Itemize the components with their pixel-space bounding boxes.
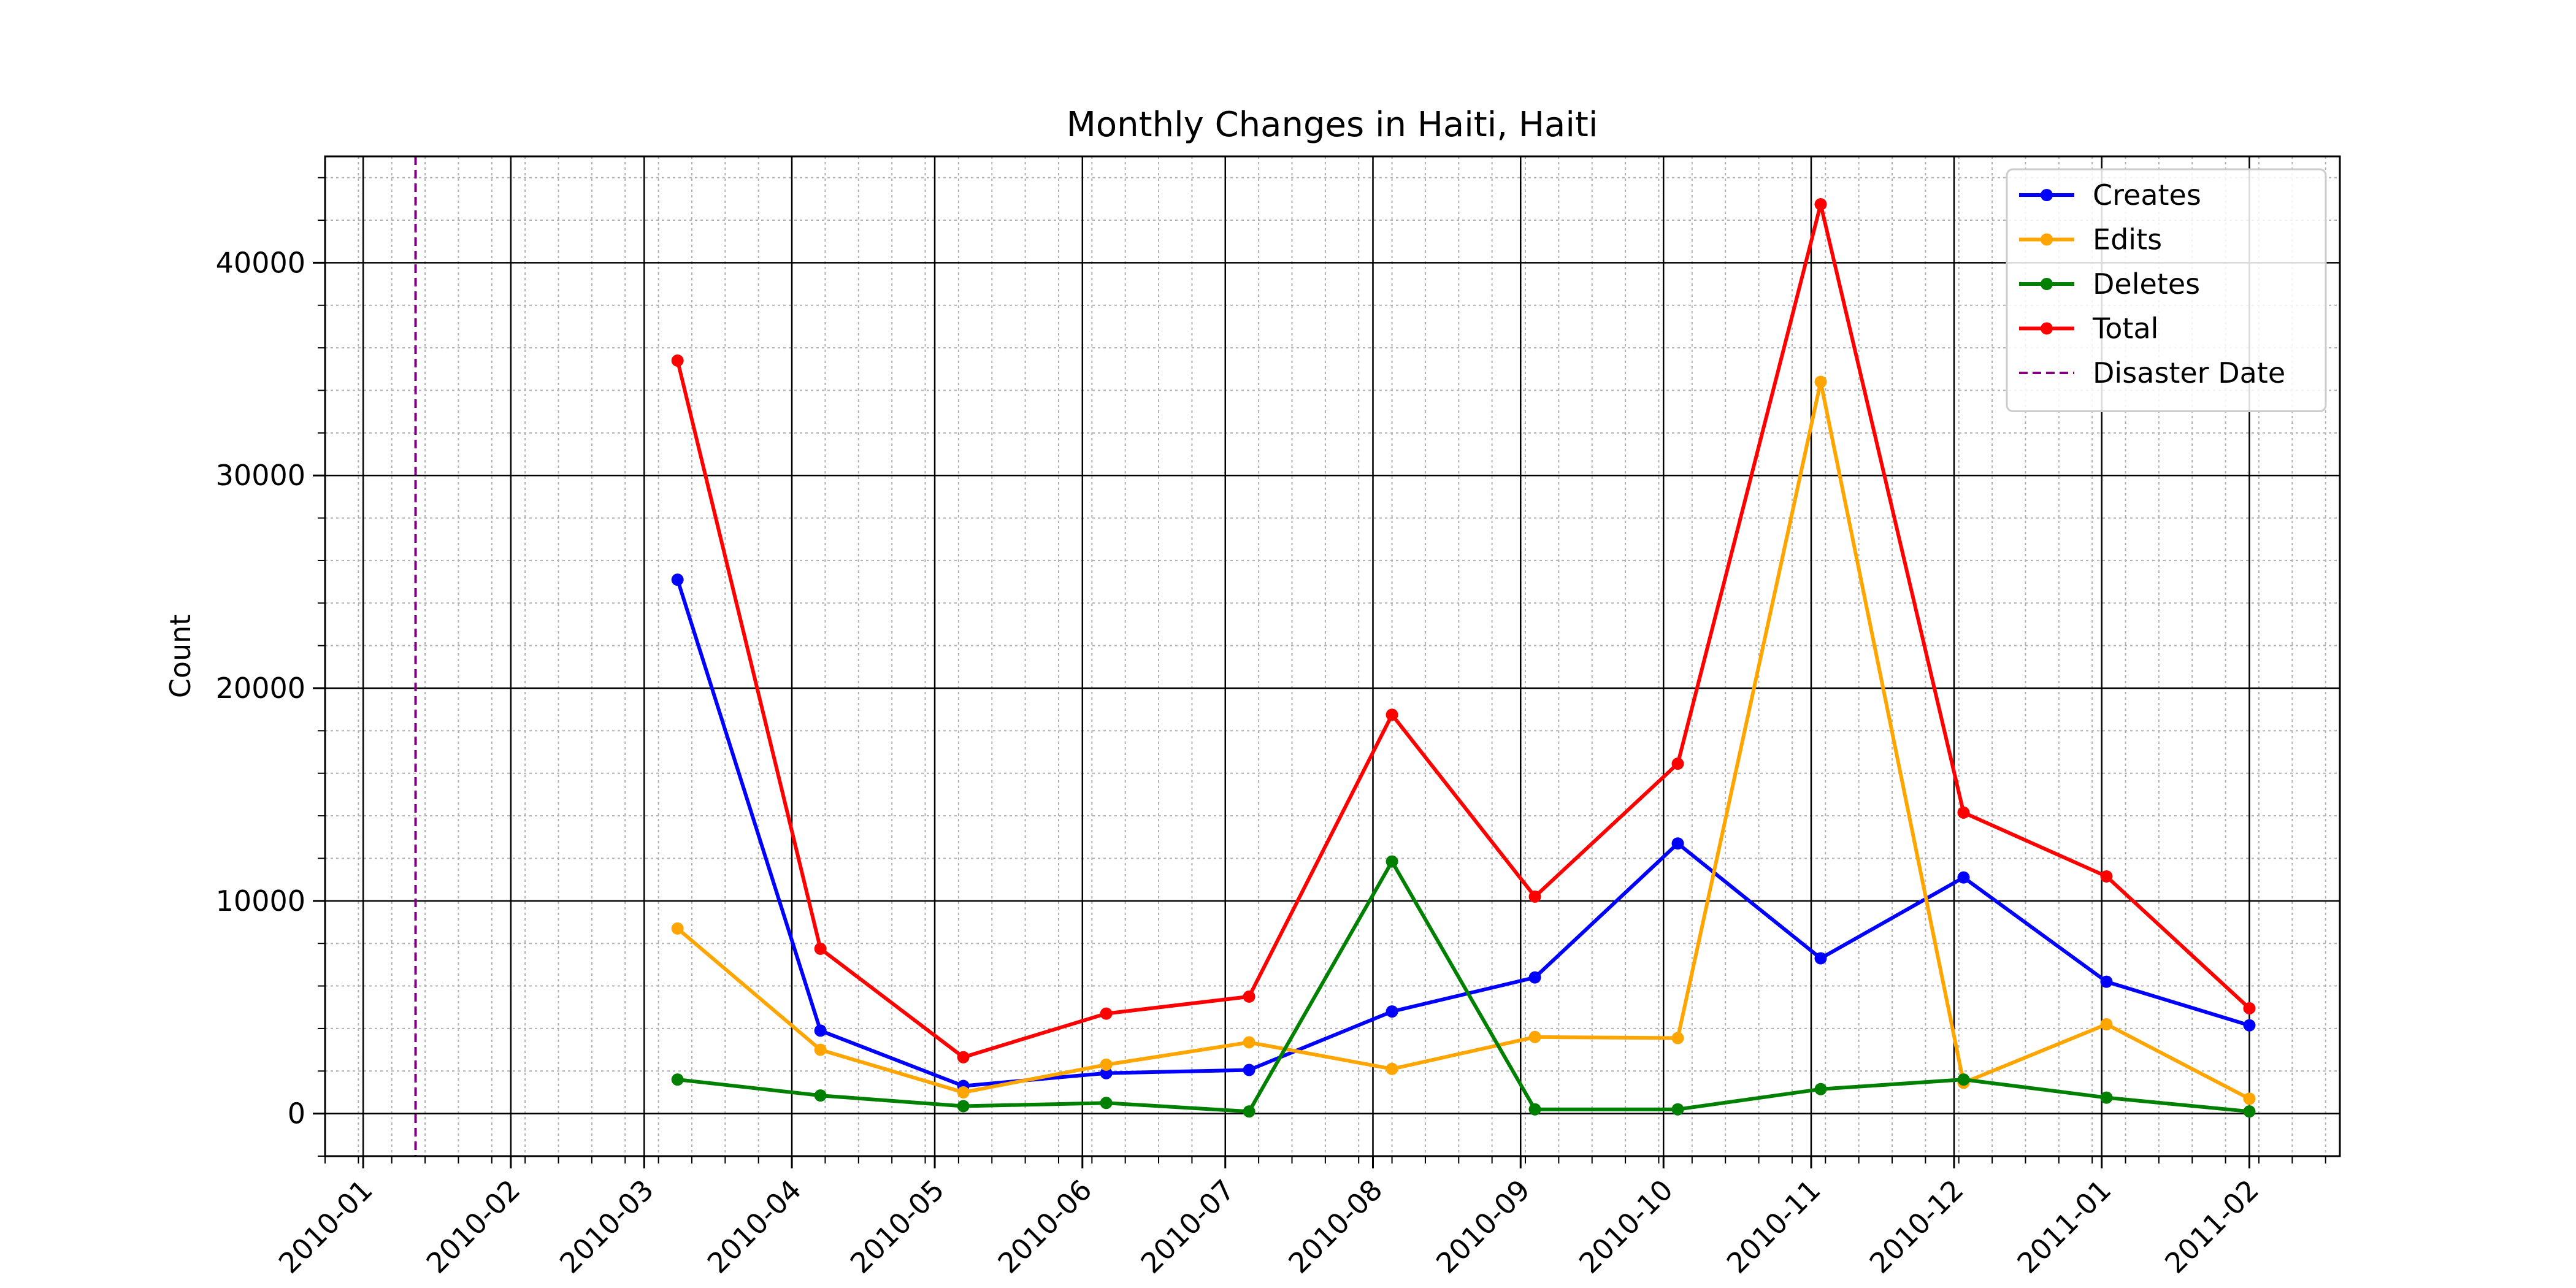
- deletes-line: [677, 859, 2250, 1114]
- edits-point: [2243, 1092, 2256, 1105]
- legend-marker-total: [2041, 322, 2053, 335]
- deletes-point: [2100, 1091, 2113, 1104]
- legend-label-deletes: Deletes: [2093, 267, 2200, 301]
- creates-point: [1957, 871, 1970, 884]
- edits-point: [2100, 1018, 2113, 1030]
- deletes-point: [1957, 1073, 1970, 1086]
- creates-line: [675, 579, 2250, 1088]
- chart-title: Monthly Changes in Haiti, Haiti: [1067, 105, 1598, 145]
- total-point: [957, 1051, 970, 1064]
- edits-point: [1386, 1062, 1398, 1075]
- legend-marker-edits: [2041, 233, 2053, 246]
- series: [671, 198, 2256, 1118]
- legend-label-creates: Creates: [2093, 178, 2201, 212]
- deletes-point: [1386, 855, 1398, 868]
- y-tick-label: 0: [288, 1097, 305, 1130]
- deletes-point: [1814, 1083, 1827, 1095]
- edits-point: [957, 1086, 970, 1098]
- edits-point: [671, 922, 684, 935]
- total-point: [1528, 890, 1541, 903]
- y-tick-label: 30000: [216, 459, 305, 492]
- total-point: [1814, 198, 1827, 211]
- edits-point: [1528, 1030, 1541, 1043]
- deletes-point: [671, 1073, 684, 1086]
- total-point: [671, 354, 684, 367]
- legend-label-total: Total: [2092, 312, 2158, 345]
- deletes-point: [1100, 1097, 1113, 1110]
- creates-point: [1814, 952, 1827, 965]
- total-point: [1957, 806, 1970, 819]
- legend-label-disaster-date: Disaster Date: [2093, 356, 2285, 389]
- total-point: [1386, 708, 1398, 721]
- creates-point: [2243, 1019, 2256, 1032]
- legend-label-edits: Edits: [2093, 223, 2162, 256]
- total-point: [814, 942, 827, 955]
- legend-box: [2006, 168, 2327, 412]
- edits-point: [1243, 1036, 1255, 1049]
- deletes-point: [1243, 1105, 1255, 1118]
- creates-point: [1243, 1064, 1255, 1076]
- legend-marker-creates: [2041, 189, 2053, 201]
- y-axis-label: Count: [164, 615, 197, 699]
- edits-point: [1814, 375, 1827, 388]
- deletes-point: [1671, 1103, 1684, 1116]
- legend: Creates Edits Deletes Total Disaster Date: [2006, 168, 2327, 412]
- edits-line: [676, 380, 2250, 1101]
- creates-point: [1528, 971, 1541, 984]
- creates-point: [2100, 975, 2113, 988]
- deletes-point: [2243, 1105, 2256, 1118]
- deletes-point: [814, 1089, 827, 1102]
- creates-point: [814, 1024, 827, 1037]
- total-line: [675, 202, 2251, 1059]
- edits-point: [1671, 1032, 1684, 1045]
- total-point: [1100, 1007, 1113, 1020]
- edits-point: [814, 1043, 827, 1056]
- deletes-point: [957, 1100, 970, 1113]
- total-point: [2243, 1002, 2256, 1014]
- legend-marker-deletes: [2041, 278, 2053, 290]
- total-point: [2100, 870, 2113, 883]
- y-tick-label: 40000: [216, 246, 305, 279]
- creates-point: [1671, 837, 1684, 850]
- plot-frame: [324, 155, 2341, 1157]
- y-tick-label: 20000: [216, 672, 305, 705]
- creates-point: [1100, 1067, 1113, 1079]
- creates-point: [671, 573, 684, 586]
- edits-point: [1100, 1058, 1113, 1071]
- y-tick-label: 10000: [216, 884, 305, 918]
- deletes-point: [1528, 1103, 1541, 1116]
- creates-point: [1386, 1005, 1398, 1018]
- total-point: [1671, 757, 1684, 770]
- total-point: [1243, 990, 1255, 1003]
